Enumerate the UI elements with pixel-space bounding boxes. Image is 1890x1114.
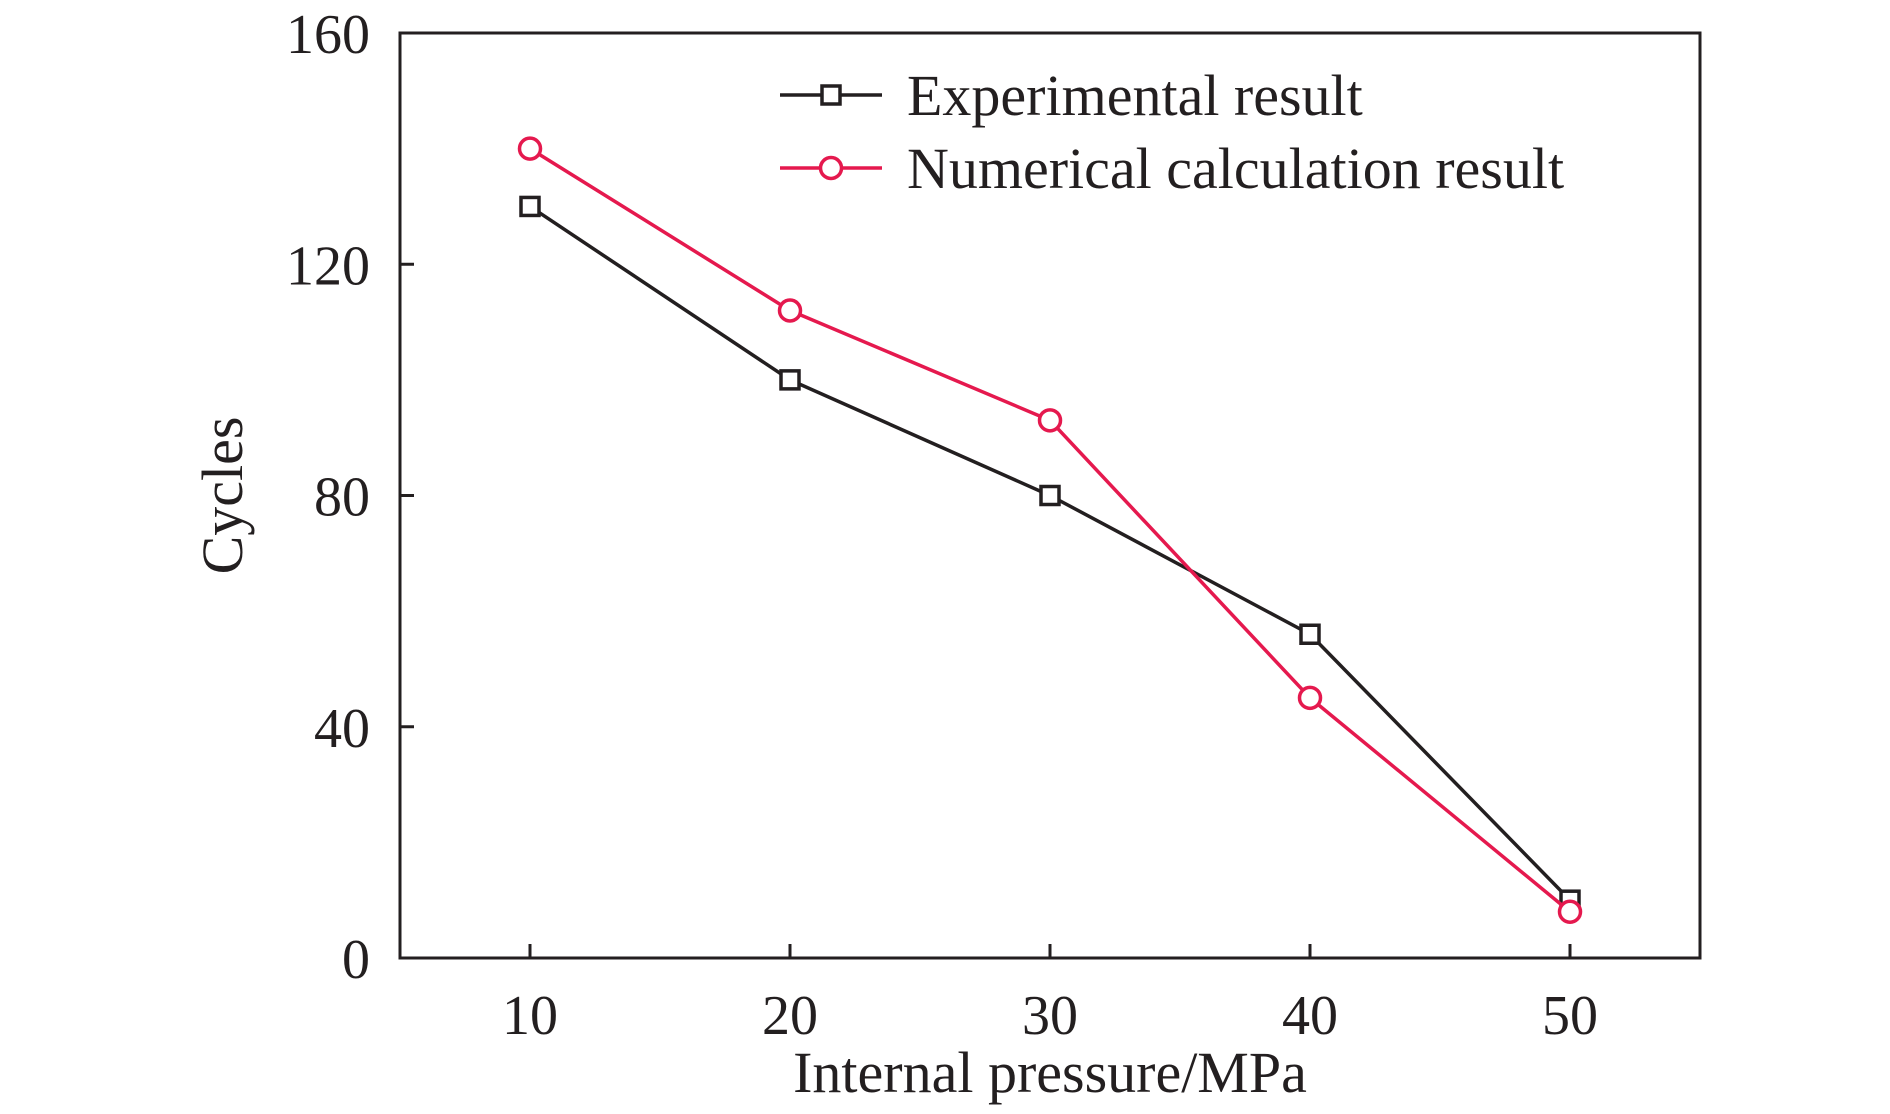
data-point [1297, 685, 1323, 711]
x-tick-label: 50 [1542, 985, 1598, 1047]
y-tick-label: 120 [286, 235, 370, 297]
x-axis-title: Internal pressure/MPa [793, 1040, 1307, 1105]
series-line [529, 204, 1572, 902]
data-point [1299, 623, 1321, 645]
x-tick-label: 10 [502, 985, 558, 1047]
data-point [519, 195, 541, 218]
data-point [779, 369, 801, 391]
x-tick-label: 40 [1282, 985, 1338, 1047]
y-tick-label: 0 [342, 929, 370, 991]
y-tick-label: 160 [286, 4, 370, 66]
legend-item-2: Numerical calculation result [780, 136, 1564, 201]
data-point [1557, 899, 1583, 924]
legend-label: Numerical calculation result [907, 136, 1564, 201]
x-tick-label: 20 [762, 985, 818, 1047]
legend-marker [818, 155, 844, 181]
y-tick-label: 80 [314, 467, 370, 529]
legend-marker [820, 84, 842, 106]
series-2 [517, 136, 1583, 924]
data-point [517, 136, 543, 161]
data-point [1039, 484, 1061, 507]
y-axis-title: Cycles [190, 417, 255, 575]
series-1 [519, 195, 1581, 911]
legend-label: Experimental result [907, 63, 1363, 128]
x-tick-label: 30 [1022, 985, 1078, 1047]
series-line [529, 147, 1572, 914]
data-point [1037, 408, 1063, 433]
legend-item-1: Experimental result [780, 63, 1363, 128]
data-point [777, 298, 803, 323]
y-tick-label: 40 [314, 698, 370, 760]
